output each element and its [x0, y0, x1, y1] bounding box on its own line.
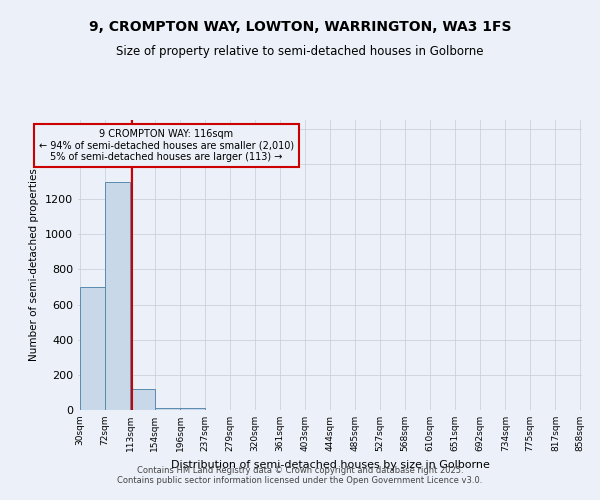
Bar [80, 287, 105, 410]
Bar [155, 408, 180, 410]
Text: 9 CROMPTON WAY: 116sqm
← 94% of semi-detached houses are smaller (2,010)
5% of s: 9 CROMPTON WAY: 116sqm ← 94% of semi-det… [38, 128, 294, 162]
Y-axis label: Number of semi-detached properties: Number of semi-detached properties [29, 168, 40, 362]
Text: Size of property relative to semi-detached houses in Golborne: Size of property relative to semi-detach… [116, 45, 484, 58]
Text: Contains HM Land Registry data © Crown copyright and database right 2025.
Contai: Contains HM Land Registry data © Crown c… [118, 466, 482, 485]
Bar [105, 182, 130, 410]
Bar [180, 408, 205, 410]
Text: 9, CROMPTON WAY, LOWTON, WARRINGTON, WA3 1FS: 9, CROMPTON WAY, LOWTON, WARRINGTON, WA3… [89, 20, 511, 34]
Bar [130, 389, 155, 410]
X-axis label: Distribution of semi-detached houses by size in Golborne: Distribution of semi-detached houses by … [170, 460, 490, 469]
